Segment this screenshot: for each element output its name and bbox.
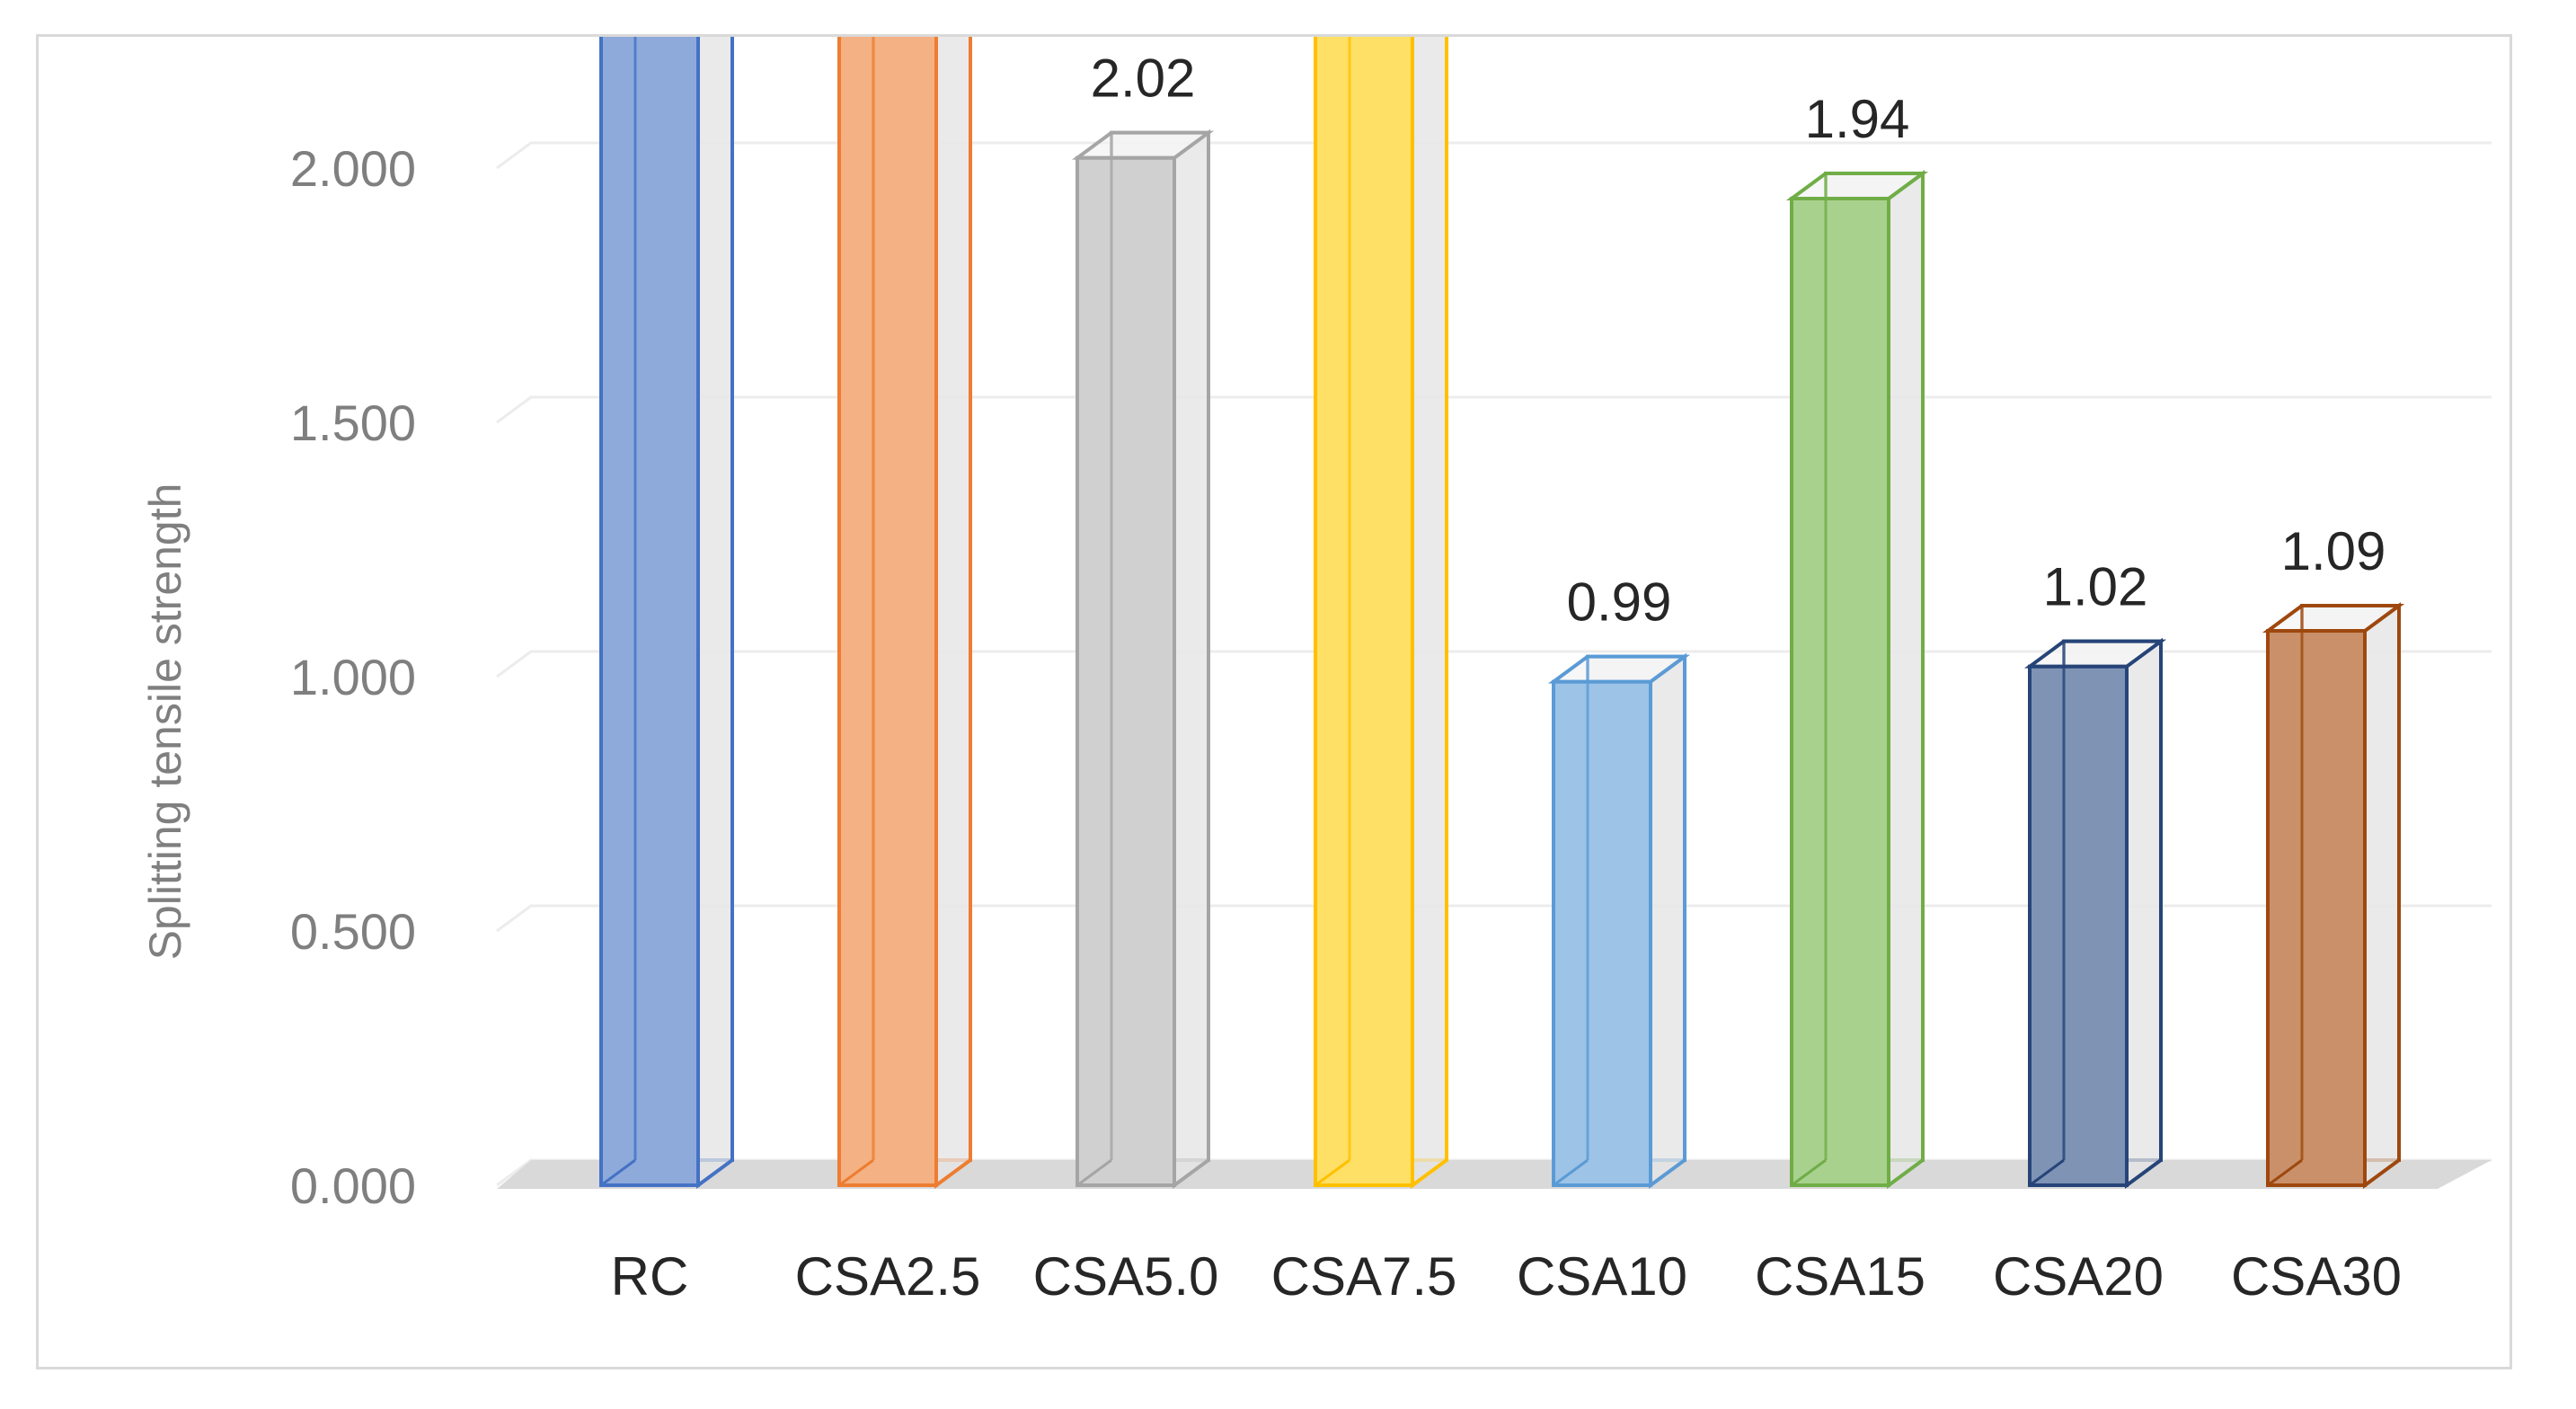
data-label: 0.99 xyxy=(1567,572,1672,633)
bar-CSA30 xyxy=(2262,602,2405,1189)
gridlines xyxy=(496,141,2492,1187)
x-category-label: CSA10 xyxy=(1517,1246,1687,1307)
bars xyxy=(599,37,2405,1189)
data-label: 1.02 xyxy=(2043,557,2148,617)
x-category-label: CSA5.0 xyxy=(1033,1246,1219,1307)
y-axis-title: Splitting tensile strength xyxy=(140,483,190,961)
chart-svg: 0.0000.5001.0001.5002.0002.5003.0003.500… xyxy=(140,37,2492,1307)
bar-CSA7.5 xyxy=(1314,37,1448,1189)
bar-CSA2.5 xyxy=(837,37,972,1189)
bar-CSA10 xyxy=(1547,652,1691,1189)
gridline xyxy=(496,650,2492,678)
y-tick-label: 2.000 xyxy=(290,140,416,197)
x-category-label: CSA20 xyxy=(1993,1246,2164,1307)
gridline xyxy=(496,904,2492,933)
data-labels: 3.7832.612.022.470.991.941.021.09 xyxy=(1091,49,2386,633)
y-axis-ticks: 0.0000.5001.0001.5002.0002.5003.0003.500… xyxy=(290,140,416,1214)
y-tick-label: 0.500 xyxy=(290,903,416,960)
x-category-label: CSA2.5 xyxy=(795,1246,981,1307)
x-axis-categories: RC CSA2.5 CSA5.0 CSA7.5 CSA10 CSA15 CSA20 CSA30 xyxy=(611,1246,2402,1307)
y-tick-label: 0.000 xyxy=(290,1157,416,1214)
x-category-label: RC xyxy=(611,1246,689,1307)
bar-CSA5.0 xyxy=(1071,128,1215,1189)
data-label: 1.94 xyxy=(1805,89,1910,149)
x-category-label: CSA30 xyxy=(2231,1246,2402,1307)
data-label: 1.09 xyxy=(2281,521,2386,581)
gridline xyxy=(496,141,2492,170)
bar-RC xyxy=(599,37,734,1189)
bar-CSA20 xyxy=(2023,637,2167,1189)
data-label: 2.02 xyxy=(1091,49,1196,109)
chart-frame: 0.0000.5001.0001.5002.0002.5003.0003.500… xyxy=(36,34,2512,1369)
y-tick-label: 1.000 xyxy=(290,649,416,705)
y-tick-label: 1.500 xyxy=(290,394,416,451)
gridline xyxy=(496,395,2492,424)
x-category-label: CSA7.5 xyxy=(1271,1246,1457,1307)
chart-floor xyxy=(497,1160,2492,1189)
bar-CSA15 xyxy=(1785,170,1929,1189)
floor-plane xyxy=(497,1160,2492,1189)
x-category-label: CSA15 xyxy=(1755,1246,1925,1307)
